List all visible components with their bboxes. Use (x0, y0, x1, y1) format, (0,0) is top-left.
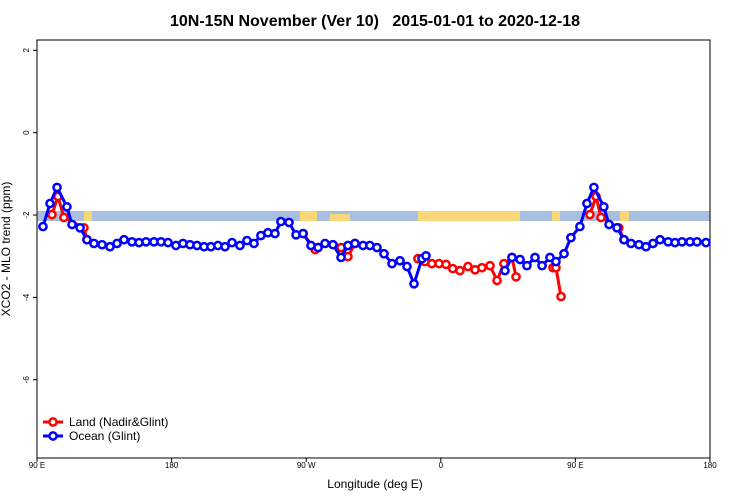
data-point (97, 239, 107, 250)
data-point (575, 221, 585, 232)
data-point (507, 252, 517, 263)
data-point (409, 278, 419, 289)
data-point (270, 228, 280, 239)
data-point (119, 234, 129, 245)
data-point (313, 242, 323, 253)
data-point (220, 241, 230, 252)
x-tick-label: 180 (703, 461, 717, 470)
legend-label: Land (Nadir&Glint) (69, 415, 168, 429)
data-point (328, 239, 338, 250)
data-point (596, 212, 606, 223)
data-point (530, 252, 540, 263)
data-point (626, 238, 636, 249)
data-point (421, 250, 431, 261)
data-point (298, 228, 308, 239)
data-point (395, 255, 405, 266)
data-point (82, 234, 92, 245)
data-point (227, 237, 237, 248)
data-point (677, 236, 687, 247)
data-point (598, 201, 609, 212)
data-point (455, 265, 465, 276)
data-point (511, 271, 521, 282)
data-point (47, 209, 57, 220)
data-point (163, 237, 173, 248)
x-tick-label: 90 E (29, 461, 45, 470)
data-point (387, 258, 397, 269)
x-tick-label: 0 (439, 461, 444, 470)
x-tick-label: 90 E (567, 461, 583, 470)
data-point (402, 261, 412, 272)
x-tick-label: 180 (165, 461, 179, 470)
data-point (701, 237, 711, 248)
land-patch (620, 211, 629, 221)
land-patch (552, 211, 560, 221)
data-point (38, 221, 48, 232)
data-point (492, 275, 502, 286)
data-point (276, 216, 286, 227)
data-point (551, 256, 561, 267)
chart-title: 10N-15N November (Ver 10) 2015-01-01 to … (170, 13, 580, 30)
data-point (441, 259, 451, 270)
land-patch (84, 211, 92, 221)
y-tick-label: 2 (22, 48, 31, 53)
data-point (692, 236, 702, 247)
data-point (62, 201, 72, 212)
data-point (537, 260, 547, 271)
x-axis-label: Longitude (deg E) (327, 477, 422, 491)
x-tick-label: 90 W (297, 461, 316, 470)
data-point (379, 248, 389, 259)
data-point (655, 234, 665, 245)
data-point (45, 198, 55, 209)
data-point (235, 240, 245, 251)
data-point (67, 219, 77, 230)
y-tick-label: -2 (22, 211, 31, 219)
y-tick-label: 0 (22, 130, 31, 135)
data-point (112, 238, 122, 249)
map-band (37, 211, 710, 221)
legend-swatch-point (48, 431, 58, 441)
ocean-band (37, 211, 710, 221)
data-point (619, 234, 629, 245)
land-patch (418, 211, 520, 221)
data-point (477, 262, 487, 273)
data-point (485, 260, 495, 271)
data-point (582, 198, 592, 209)
data-point (612, 222, 622, 233)
data-point (604, 219, 614, 230)
y-tick-label: -6 (22, 376, 31, 384)
land-patch (300, 211, 317, 221)
legend-label: Ocean (Glint) (69, 429, 140, 443)
data-point (141, 236, 151, 247)
data-point (515, 254, 525, 265)
data-point (589, 182, 599, 193)
data-point (52, 182, 62, 193)
data-point (284, 217, 294, 228)
data-point (559, 248, 569, 259)
data-point (585, 209, 595, 220)
data-point (556, 291, 566, 302)
data-point (566, 232, 576, 243)
plot-frame (36, 39, 711, 459)
data-point (320, 238, 330, 249)
data-point (648, 238, 658, 249)
legend-swatch-point (48, 417, 58, 427)
data-point (75, 222, 85, 233)
data-point (350, 238, 360, 249)
y-tick-label: -4 (22, 293, 31, 301)
data-point (336, 252, 346, 263)
data-point (249, 238, 259, 249)
y-axis-label: XCO2 - MLO trend (ppm) (0, 182, 13, 317)
land-patch (330, 214, 350, 221)
data-point (89, 238, 99, 249)
data-point (372, 242, 382, 253)
data-point (59, 212, 69, 223)
data-point (500, 265, 510, 276)
data-point (522, 260, 532, 271)
